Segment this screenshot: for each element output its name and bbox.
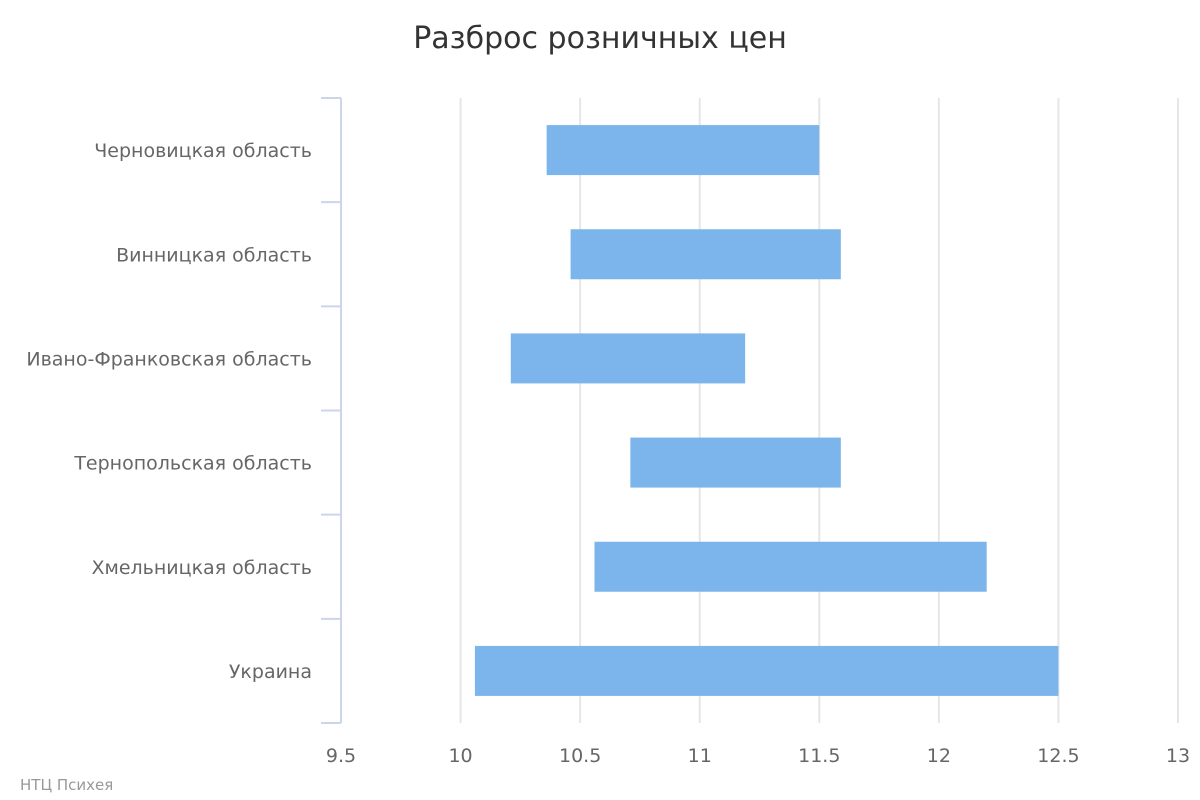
x-tick-label: 12.5 <box>1037 745 1079 767</box>
range-bar[interactable] <box>474 645 1059 696</box>
x-tick-label: 9.5 <box>326 745 356 767</box>
chart-title: Разброс розничных цен <box>413 21 787 56</box>
value-axis-labels: 9.5 10 10.5 11 11.5 12 12.5 13 <box>326 745 1190 767</box>
gridlines <box>459 98 1179 723</box>
category-label: Ивано-Франковская область <box>26 348 312 370</box>
x-tick-label: 11.5 <box>798 745 840 767</box>
category-label: Тернопольская область <box>73 453 312 475</box>
x-tick-label: 12 <box>927 745 951 767</box>
range-bar[interactable] <box>510 333 746 384</box>
range-bar[interactable] <box>570 229 841 280</box>
category-label: Украина <box>229 661 312 683</box>
category-axis: Черновицкая область Винницкая область Иван… <box>26 97 342 724</box>
x-tick-label: 11 <box>688 745 712 767</box>
category-label: Хмельницкая область <box>91 557 312 579</box>
category-label: Черновицкая область <box>94 140 312 162</box>
range-bar[interactable] <box>546 125 820 176</box>
x-tick-label: 10 <box>448 745 472 767</box>
category-label: Винницкая область <box>116 244 312 266</box>
x-tick-label: 10.5 <box>559 745 601 767</box>
range-bar[interactable] <box>594 541 987 592</box>
bars <box>474 125 1059 696</box>
range-bar[interactable] <box>630 437 841 488</box>
x-tick-label: 13 <box>1166 745 1190 767</box>
credits[interactable]: НТЦ Психея <box>20 776 113 794</box>
